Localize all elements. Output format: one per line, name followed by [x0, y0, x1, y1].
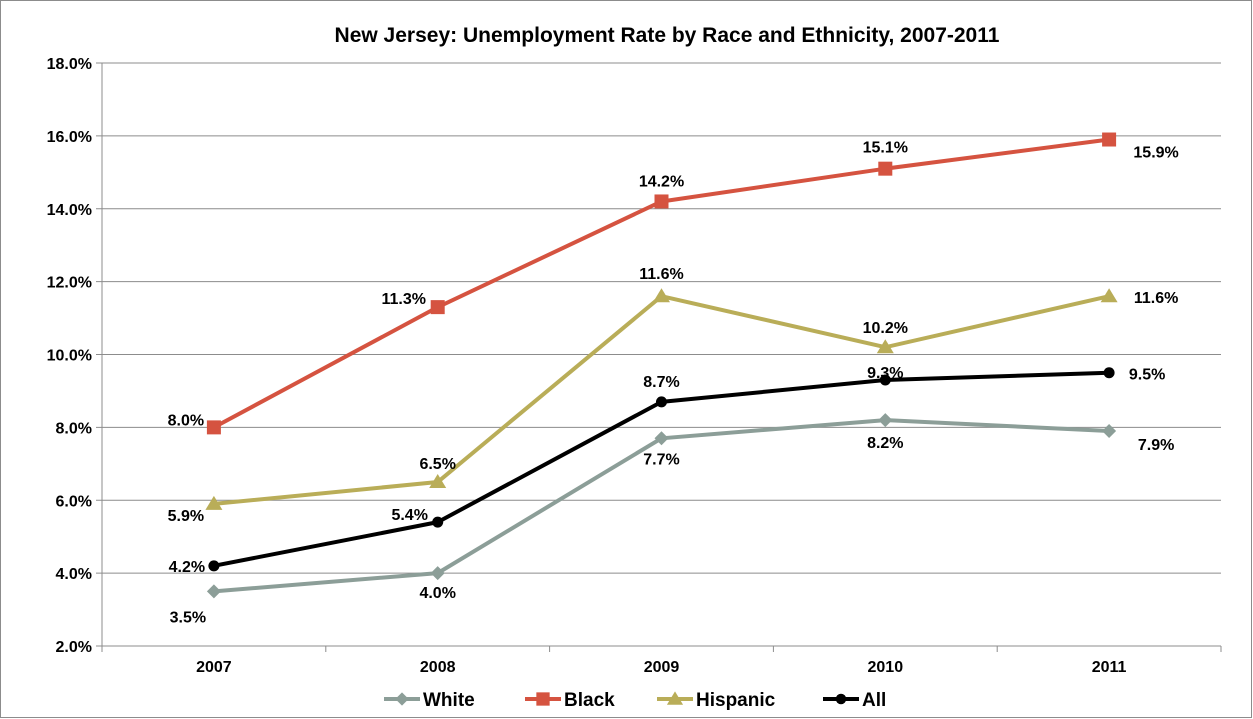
data-point	[205, 495, 223, 510]
chart-title: New Jersey: Unemployment Rate by Race an…	[335, 24, 1000, 47]
data-label: 11.6%	[639, 266, 683, 283]
data-label: 15.9%	[1133, 145, 1178, 162]
data-point	[835, 693, 847, 705]
legend-item-all: All	[823, 690, 886, 711]
x-tick-label: 2010	[868, 659, 904, 676]
x-tick-label: 2011	[1092, 659, 1127, 676]
data-label: 7.9%	[1138, 437, 1174, 454]
data-point	[878, 413, 893, 428]
data-point	[1102, 132, 1117, 147]
x-tick-label: 2008	[420, 659, 456, 676]
data-point	[208, 560, 220, 572]
legend-label: Black	[564, 690, 615, 711]
y-tick-label: 10.0%	[47, 348, 92, 365]
data-label: 7.7%	[643, 451, 679, 468]
data-point	[666, 691, 684, 705]
data-label: 9.3%	[867, 365, 903, 382]
data-point	[395, 692, 409, 706]
legend-label: Hispanic	[696, 690, 776, 711]
data-point	[536, 692, 550, 706]
data-label: 11.6%	[1134, 290, 1178, 307]
data-label: 11.3%	[381, 291, 425, 308]
legend-label: White	[423, 690, 475, 711]
data-point	[430, 566, 445, 581]
legend-label: All	[862, 690, 886, 711]
data-label: 5.9%	[168, 508, 204, 525]
data-point	[878, 161, 893, 176]
y-tick-label: 18.0%	[47, 56, 92, 73]
legend: White Black Hispanic All	[384, 690, 886, 711]
data-label: 6.5%	[419, 456, 455, 473]
series-line	[213, 418, 1110, 594]
data-point	[430, 300, 445, 315]
data-label: 5.4%	[391, 507, 427, 524]
data-point	[656, 396, 667, 408]
data-point	[1102, 424, 1117, 439]
data-point	[1103, 367, 1115, 379]
data-point	[876, 339, 894, 354]
data-label: 4.0%	[419, 585, 455, 602]
x-tick-label: 2009	[644, 659, 680, 676]
data-label: 4.2%	[169, 559, 205, 576]
y-tick-label: 2.0%	[56, 639, 92, 656]
data-point	[653, 288, 670, 303]
data-label: 8.0%	[168, 412, 204, 429]
series-all	[208, 367, 1115, 572]
y-tick-label: 4.0%	[56, 566, 92, 583]
legend-item-hispanic: Hispanic	[657, 690, 776, 711]
data-label: 9.5%	[1129, 367, 1165, 384]
data-point	[654, 194, 669, 209]
data-label: 14.2%	[639, 173, 684, 190]
data-point	[206, 584, 221, 599]
y-tick-label: 16.0%	[47, 129, 92, 146]
data-label: 8.2%	[867, 435, 903, 452]
data-point	[879, 374, 891, 386]
data-labels: 3.5% 4.0% 7.7% 8.2% 7.9% 8.0% 11.3% 14.2% 15.1% 1…	[168, 140, 1179, 627]
data-point	[429, 474, 447, 489]
gridlines	[102, 62, 1221, 574]
y-tick-label: 12.0%	[47, 275, 92, 292]
y-tick-label: 8.0%	[56, 420, 92, 437]
series-white	[206, 413, 1117, 599]
data-label: 3.5%	[170, 609, 206, 626]
series-hispanic	[205, 288, 1118, 510]
legend-item-white: White	[384, 690, 475, 711]
y-tick-label: 14.0%	[47, 202, 92, 219]
data-point	[654, 431, 669, 446]
series-layer	[205, 132, 1118, 599]
data-label: 15.1%	[863, 140, 908, 157]
y-tick-label: 6.0%	[56, 493, 92, 510]
data-point	[206, 420, 221, 435]
data-point	[432, 516, 444, 528]
data-label: 8.7%	[643, 374, 679, 391]
data-label: 10.2%	[863, 320, 908, 337]
axes: 2.0% 4.0% 6.0% 8.0% 10.0% 12.0% 14.0% 16.0% 18.0…	[47, 56, 1222, 676]
data-point	[1100, 288, 1118, 303]
x-tick-label: 2007	[196, 659, 232, 676]
legend-item-black: Black	[525, 690, 615, 711]
series-black	[206, 132, 1117, 435]
